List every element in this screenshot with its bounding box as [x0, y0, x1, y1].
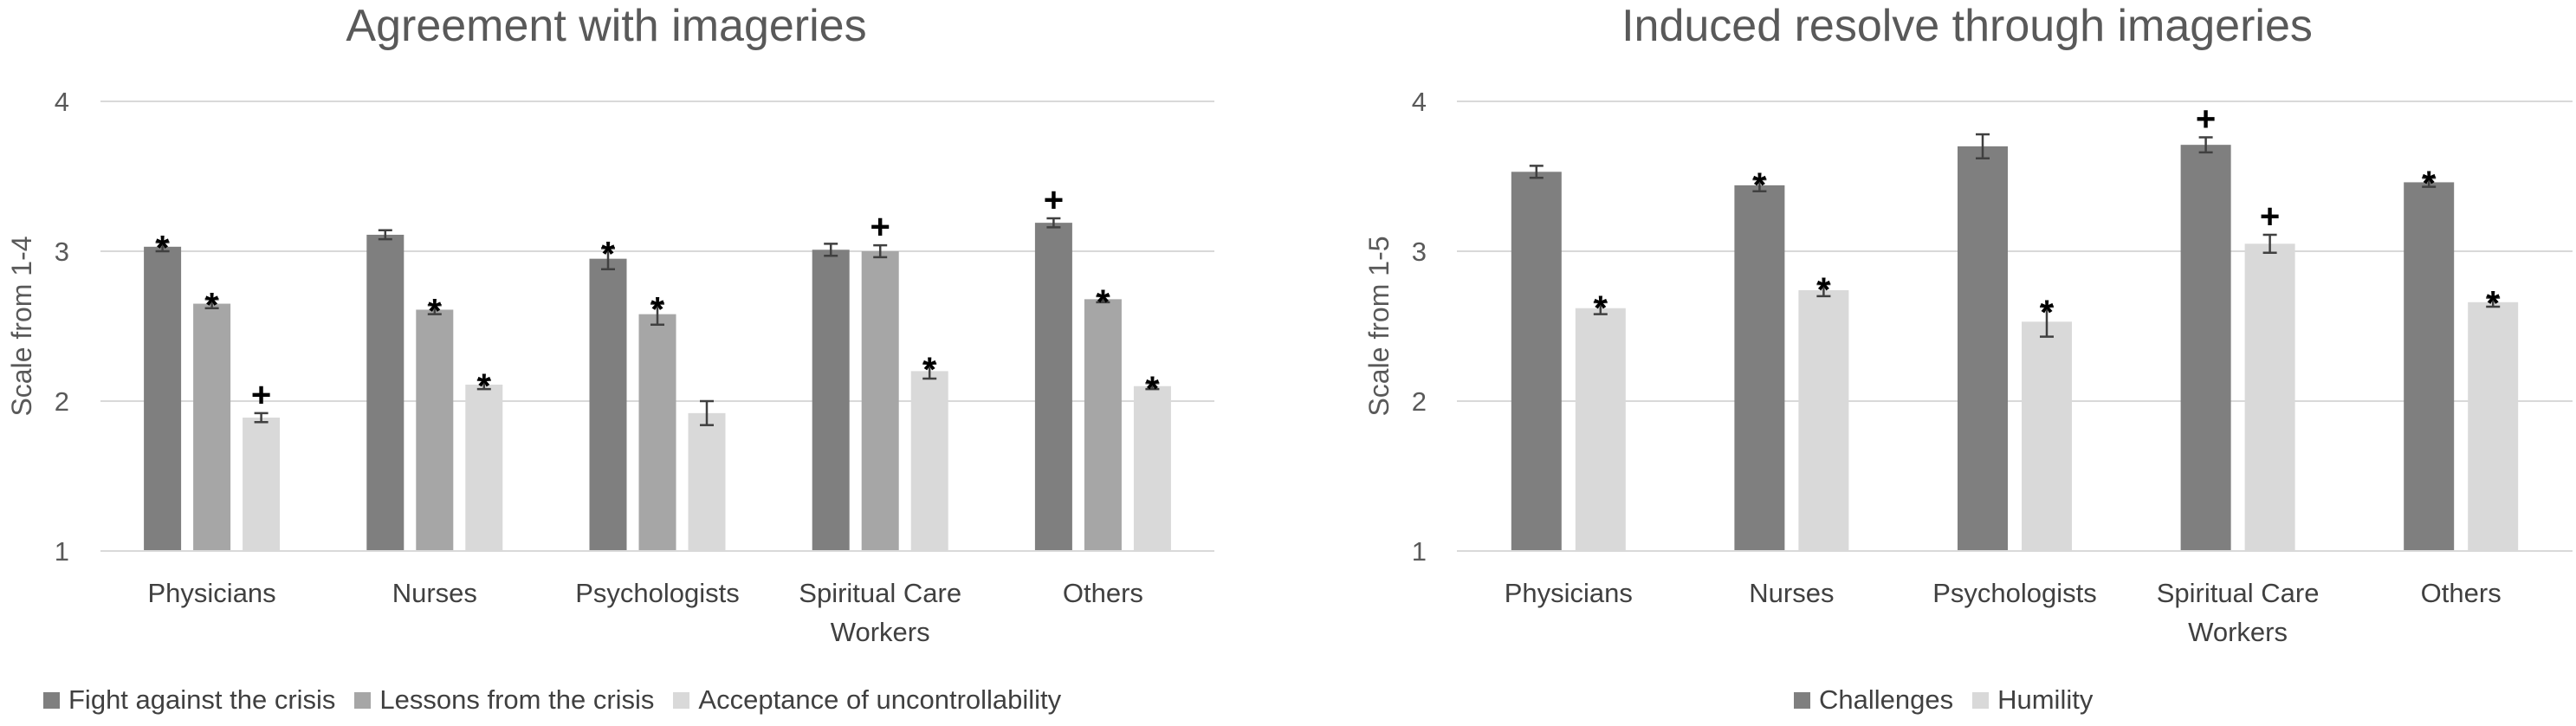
agreement-bar: [243, 418, 281, 551]
agreement-bar: [812, 250, 850, 551]
resolve-bar: [2180, 145, 2231, 552]
agreement-significance-asterisk: *: [205, 286, 219, 324]
resolve-bar: [1798, 289, 1849, 551]
resolve-bar: [2244, 243, 2295, 551]
resolve-significance-asterisk: *: [1594, 289, 1608, 327]
resolve-significance-plus: +: [2196, 100, 2216, 139]
legend-label-humility: Humility: [1997, 684, 2094, 715]
resolve-bar: [1575, 308, 1626, 551]
legend-item-challenges: Challenges: [1794, 684, 1953, 716]
agreement-ytick-label: 3: [55, 237, 69, 267]
resolve-y-axis-label: Scale from 1-5: [1363, 236, 1395, 416]
resolve-category-label-line2: Workers: [2188, 617, 2288, 647]
resolve-ytick-label: 3: [1412, 237, 1427, 267]
agreement-bar: [638, 314, 676, 551]
agreement-significance-asterisk: *: [650, 291, 664, 329]
agreement-significance-asterisk: *: [601, 236, 615, 274]
legend-label-lessons: Lessons from the crisis: [379, 684, 655, 715]
legend-item-lessons: Lessons from the crisis: [354, 684, 654, 716]
legend-item-humility: Humility: [1972, 684, 2093, 716]
agreement-bar: [688, 412, 726, 551]
agreement-category-label: Others: [1063, 578, 1143, 608]
agreement-significance-asterisk: *: [922, 351, 936, 389]
resolve-bar: [1511, 172, 1562, 551]
legend-swatch-humility: [1972, 691, 1990, 709]
agreement-y-axis-label: Scale from 1-4: [6, 236, 37, 416]
agreement-ytick-label: 4: [55, 87, 69, 117]
agreement-bar: [465, 384, 503, 551]
chart-title-induced-resolve: Induced resolve through imageries: [1621, 1, 2313, 51]
agreement-significance-plus: +: [251, 376, 271, 414]
legend-item-acceptance: Acceptance of uncontrollability: [673, 684, 1061, 716]
resolve-bar: [2468, 301, 2519, 551]
agreement-category-label: Psychologists: [575, 578, 740, 608]
agreement-bar: [366, 234, 405, 551]
resolve-significance-asterisk: *: [1753, 166, 1767, 204]
resolve-significance-plus: +: [2260, 198, 2280, 236]
agreement-significance-plus: +: [871, 208, 890, 246]
legend-label-fight: Fight against the crisis: [68, 684, 336, 715]
legend-label-acceptance: Acceptance of uncontrollability: [698, 684, 1062, 715]
legend-induced-resolve: Challenges Humility: [1794, 684, 2112, 716]
resolve-category-label: Others: [2421, 578, 2502, 608]
resolve-category-label: Spiritual Care: [2157, 578, 2320, 608]
resolve-bar: [1958, 146, 2008, 551]
agreement-bar: [193, 303, 231, 551]
resolve-ytick-label: 4: [1412, 87, 1427, 117]
legend-swatch-acceptance: [673, 691, 690, 709]
resolve-category-label: Physicians: [1505, 578, 1633, 608]
agreement-significance-asterisk: *: [428, 292, 442, 330]
resolve-significance-asterisk: *: [1817, 271, 1831, 309]
agreement-significance-asterisk: *: [477, 367, 491, 405]
agreement-significance-asterisk: *: [156, 230, 170, 268]
legend-swatch-fight: [43, 691, 60, 709]
resolve-ytick-label: 1: [1412, 536, 1427, 567]
agreement-ytick-label: 1: [55, 536, 69, 567]
chart-title-agreement: Agreement with imageries: [346, 1, 867, 51]
resolve-category-label: Nurses: [1749, 578, 1834, 608]
resolve-significance-asterisk: *: [2040, 294, 2054, 332]
agreement-bar: [1133, 386, 1171, 551]
legend-item-fight: Fight against the crisis: [43, 684, 335, 716]
agreement-bar: [589, 258, 627, 551]
resolve-significance-asterisk: *: [2486, 285, 2500, 323]
resolve-significance-asterisk: *: [2422, 165, 2436, 203]
agreement-significance-asterisk: *: [1097, 283, 1110, 321]
agreement-bar: [144, 246, 182, 551]
resolve-bar: [1734, 185, 1785, 551]
resolve-category-label: Psychologists: [1932, 578, 2097, 608]
agreement-bar: [416, 309, 454, 551]
agreement-category-label-line2: Workers: [831, 617, 930, 647]
agreement-significance-asterisk: *: [1146, 370, 1160, 408]
agreement-ytick-label: 2: [55, 386, 69, 417]
agreement-significance-plus: +: [1044, 181, 1064, 219]
agreement-bar: [1034, 223, 1072, 551]
agreement-bar: [910, 371, 948, 551]
legend-swatch-challenges: [1794, 691, 1810, 709]
resolve-ytick-label: 2: [1412, 386, 1427, 417]
legend-swatch-lessons: [354, 691, 372, 709]
agreement-bar: [1084, 299, 1122, 551]
legend-agreement: Fight against the crisis Lessons from th…: [43, 684, 1080, 716]
legend-label-challenges: Challenges: [1819, 684, 1954, 715]
agreement-bar: [861, 251, 899, 551]
resolve-bar: [2404, 182, 2455, 552]
agreement-category-label: Nurses: [392, 578, 477, 608]
agreement-category-label: Physicians: [148, 578, 276, 608]
resolve-bar: [2022, 321, 2072, 551]
agreement-category-label: Spiritual Care: [799, 578, 961, 608]
